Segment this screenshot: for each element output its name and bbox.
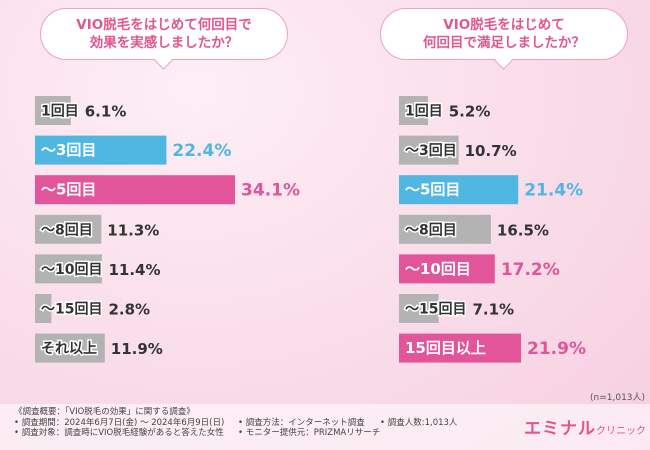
bar-1-1 (399, 135, 459, 165)
footer-line: • 調査対象：調査時にVIO脱毛経験があると答えた女性 (14, 428, 224, 438)
bar-1-2 (399, 175, 519, 205)
footer-line: • 調査方法：インターネット調査 (238, 417, 365, 428)
logo-sub: クリニック (596, 426, 646, 437)
footer-line: • モニター提供元：PRIZMAリサーチ (238, 428, 381, 438)
bar-0-5 (35, 294, 52, 323)
bar-charts: 1回目 6.1% 〜3回目 22.4% 〜5回目 34.1% 〜8回目 11.3% 〜10回目 1… (35, 96, 586, 363)
value-label-1-6: 21.9% (527, 339, 586, 359)
clinic-logo: エミナルクリニック (524, 414, 646, 439)
value-label-0-0: 6.1% (85, 103, 127, 121)
bar-1-3 (399, 214, 491, 244)
value-label-0-2: 34.1% (241, 181, 300, 201)
footer-col-2: • 調査方法：インターネット調査 • モニター提供元：PRIZMAリサーチ (238, 418, 380, 439)
value-label-0-6: 11.9% (111, 340, 163, 358)
category-label-1-6: 15回目以上 (405, 339, 486, 357)
right-panel: VIO脱毛をはじめて 何回目で満足しましたか？ (325, 0, 650, 400)
value-label-1-5: 7.1% (472, 301, 514, 319)
category-label-1-5: 〜15回目 (405, 302, 466, 318)
value-label-1-2: 21.4% (524, 181, 583, 201)
category-label-0-5: 〜15回目 (41, 302, 102, 318)
category-label-0-6: それ以上 (41, 341, 97, 357)
value-label-0-1: 22.4% (172, 141, 231, 161)
bar-1-6 (399, 333, 521, 363)
value-label-1-3: 16.5% (497, 221, 549, 239)
footer-col-3: • 調査人数:1,013人 (380, 418, 457, 429)
bar-1-4 (399, 254, 495, 284)
value-label-1-0: 5.2% (449, 103, 491, 121)
category-label-1-4: 〜10回目 (405, 260, 471, 278)
category-label-1-0: 1回目 (405, 104, 443, 120)
footer-line: • 調査期間：2024年6月7日(金) 〜 2024年6月9日(日) (14, 417, 225, 428)
bar-0-2 (35, 175, 235, 205)
value-label-0-5: 2.8% (108, 301, 150, 319)
bar-0-3 (35, 214, 102, 244)
footer-line: • 調査人数:1,013人 (380, 417, 458, 428)
right-chart-title: VIO脱毛をはじめて 何回目で満足しましたか？ (380, 8, 628, 60)
value-label-0-4: 11.4% (108, 261, 160, 279)
bar-1-0 (399, 96, 428, 125)
value-label-1-1: 10.7% (465, 142, 517, 160)
category-label-0-0: 1回目 (41, 104, 79, 120)
bar-1-5 (399, 294, 439, 323)
bar-0-0 (35, 96, 71, 125)
value-label-0-3: 11.3% (107, 221, 159, 239)
bar-0-1 (35, 135, 167, 165)
category-label-0-1: 〜3回目 (41, 141, 96, 159)
bar-0-6 (35, 333, 105, 363)
sample-size-label: (n=1,013人) (590, 393, 646, 403)
bar-0-4 (35, 254, 102, 284)
category-label-1-1: 〜3回目 (405, 143, 457, 159)
survey-footer: 《調査概要：「VIO脱毛の効果」に関する調査》 • 調査期間：2024年6月7日… (0, 404, 650, 450)
category-label-1-2: 〜5回目 (405, 181, 460, 199)
category-label-0-2: 〜5回目 (41, 181, 96, 199)
left-panel: VIO脱毛をはじめて何回目で 効果を実感しましたか？ (0, 0, 325, 400)
footer-line: 《調査概要：「VIO脱毛の効果」に関する調査》 (14, 407, 195, 417)
category-label-1-3: 〜8回目 (405, 222, 457, 238)
category-label-0-3: 〜8回目 (41, 222, 93, 238)
left-chart-title: VIO脱毛をはじめて何回目で 効果を実感しましたか？ (40, 8, 288, 60)
category-label-0-4: 〜10回目 (41, 262, 102, 278)
logo-main: エミナル (524, 419, 596, 439)
value-label-1-4: 17.2% (501, 260, 560, 280)
footer-col-1: 《調査概要：「VIO脱毛の効果」に関する調査》 • 調査期間：2024年6月7日… (14, 407, 224, 439)
